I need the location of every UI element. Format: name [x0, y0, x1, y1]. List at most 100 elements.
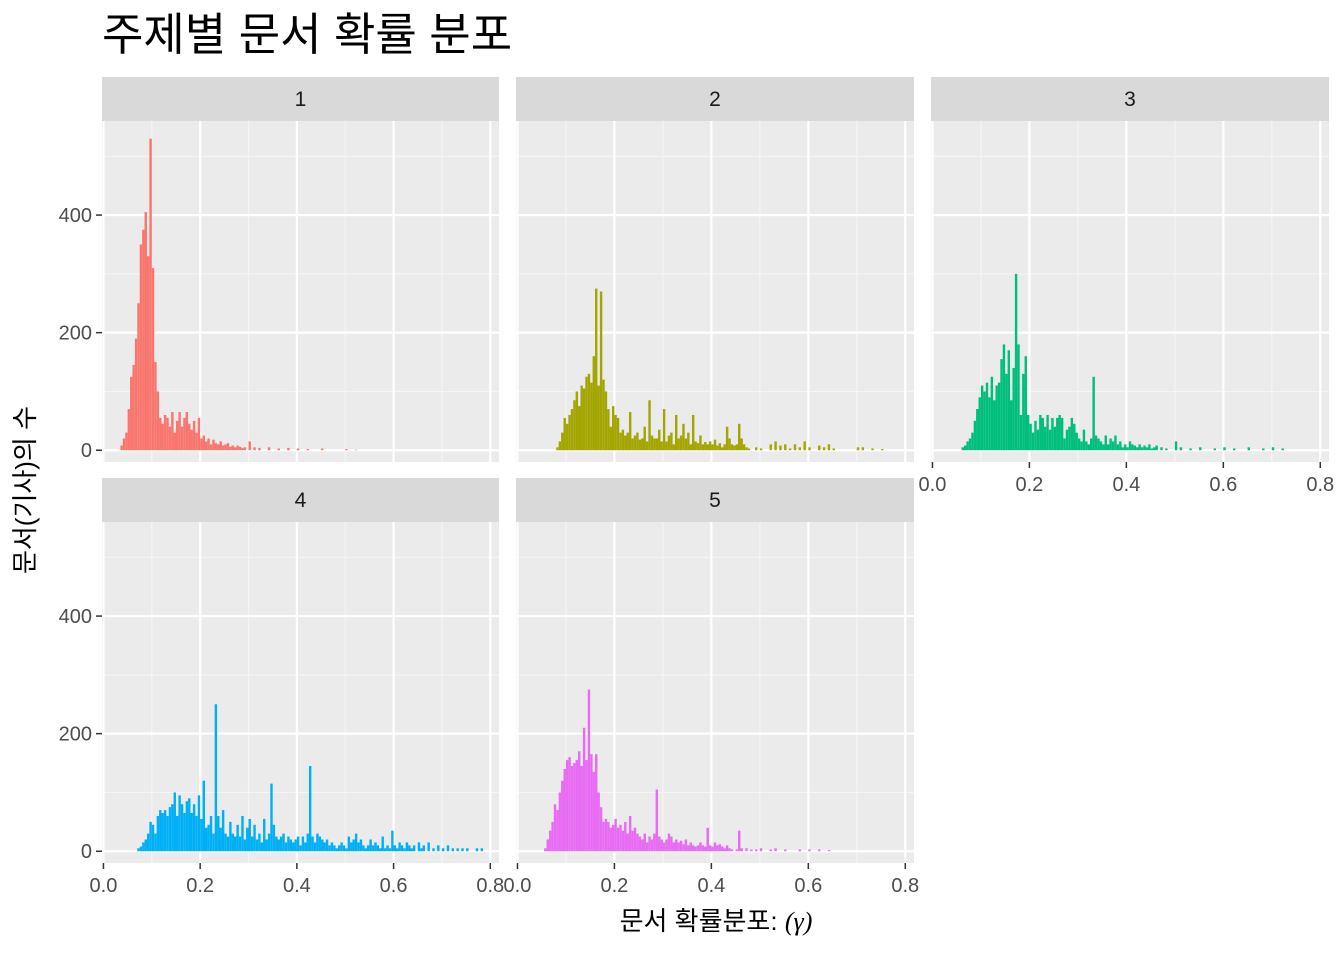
histogram-bar [1053, 426, 1057, 451]
histogram-bar [580, 765, 583, 852]
histogram-bar [684, 839, 688, 852]
histogram-bar [1123, 444, 1127, 451]
histogram-bar [127, 409, 131, 451]
histogram-bar [769, 849, 772, 852]
histogram-bar [178, 795, 181, 852]
histogram-bar [788, 448, 792, 451]
histogram-bar [798, 849, 802, 852]
histogram-bar [221, 810, 225, 852]
histogram-bar [221, 445, 225, 451]
histogram-bar [881, 449, 884, 451]
histogram-bar [258, 447, 261, 451]
histogram-bar [154, 833, 157, 852]
histogram-bar [197, 795, 201, 852]
histogram-bar [716, 845, 719, 852]
facet-strip [102, 478, 499, 522]
histogram-bar [1143, 445, 1146, 451]
histogram-bar [587, 373, 591, 451]
x-tick-label: 0.8 [1306, 474, 1334, 496]
histogram-bar [818, 849, 821, 852]
histogram-bar [296, 836, 300, 852]
histogram-bar [699, 435, 702, 451]
histogram-bar [306, 449, 309, 451]
histogram-bar [1153, 447, 1156, 451]
histogram-bar [713, 842, 717, 852]
histogram-bar [595, 288, 598, 451]
histogram-bar [192, 804, 196, 852]
histogram-bar [480, 848, 484, 852]
histogram-bar [670, 432, 673, 451]
histogram-bar [607, 821, 610, 852]
histogram-bar [716, 445, 719, 451]
histogram-bar [827, 850, 831, 852]
histogram-bar [168, 807, 172, 852]
histogram-bar [1121, 447, 1124, 451]
histogram-bar [333, 845, 336, 852]
histogram-bar [774, 441, 777, 451]
histogram-bar [675, 414, 678, 451]
panel-background [102, 121, 499, 462]
histogram-bar [180, 426, 184, 451]
histogram-bar [386, 845, 389, 852]
histogram-bar [633, 827, 637, 852]
histogram-bar [142, 842, 145, 852]
histogram-bar [335, 848, 338, 852]
histogram-bar [272, 824, 276, 852]
histogram-bar [120, 445, 123, 451]
histogram-bar [1145, 447, 1149, 451]
histogram-bar [963, 445, 967, 451]
histogram-bar [568, 414, 571, 451]
histogram-bar [730, 849, 734, 852]
histogram-bar [1073, 423, 1076, 451]
histogram-bar [638, 439, 642, 451]
histogram-bar [682, 423, 685, 451]
histogram-bar [699, 842, 702, 852]
histogram-bar [219, 441, 222, 451]
histogram-bar [740, 438, 743, 451]
histogram-bar [1080, 441, 1083, 451]
histogram-bar [383, 848, 387, 852]
histogram-bar [1133, 445, 1137, 451]
histogram-bar [340, 842, 343, 852]
histogram-bar [1056, 417, 1059, 451]
histogram-bar [597, 385, 600, 451]
histogram-bar [822, 447, 826, 451]
histogram-bar [1039, 414, 1042, 451]
histogram-bar [1262, 448, 1265, 451]
x-tick-label: 0.4 [283, 875, 311, 897]
facet-panel-3: 3 0.0 0.2 0.4 0.6 0.8 [919, 77, 1334, 496]
histogram-bar [1247, 447, 1250, 451]
histogram-bar [655, 438, 659, 451]
histogram-bar [718, 844, 722, 852]
histogram-bar [294, 839, 297, 852]
histogram-bar [971, 432, 974, 451]
x-tick-label: 0.2 [601, 875, 629, 897]
histogram-bar [1005, 373, 1008, 451]
histogram-bar [381, 836, 384, 852]
histogram-bar [1090, 438, 1093, 451]
histogram-bar [1051, 417, 1054, 451]
histogram-bar [808, 447, 811, 451]
histogram-bar [265, 839, 268, 852]
histogram-bar [641, 839, 644, 852]
histogram-bar [1063, 438, 1066, 451]
histogram-bar [149, 821, 152, 852]
histogram-bar [175, 815, 179, 852]
histogram-bar [357, 842, 360, 852]
histogram-bar [578, 751, 581, 852]
histogram-bar [784, 444, 787, 451]
histogram-bar [166, 417, 169, 451]
histogram-bar [595, 754, 598, 852]
histogram-bar [139, 244, 143, 451]
x-tick-label: 0.8 [891, 875, 919, 897]
histogram-bar [342, 845, 346, 852]
histogram-bar [437, 845, 440, 852]
histogram-bar [750, 849, 753, 852]
histogram-bar [592, 356, 596, 451]
x-tick-label: 0.4 [697, 875, 725, 897]
histogram-bar [284, 842, 288, 852]
histogram-bar [738, 423, 741, 451]
facet-strip-label: 1 [295, 88, 307, 111]
histogram-bar [1150, 448, 1154, 451]
